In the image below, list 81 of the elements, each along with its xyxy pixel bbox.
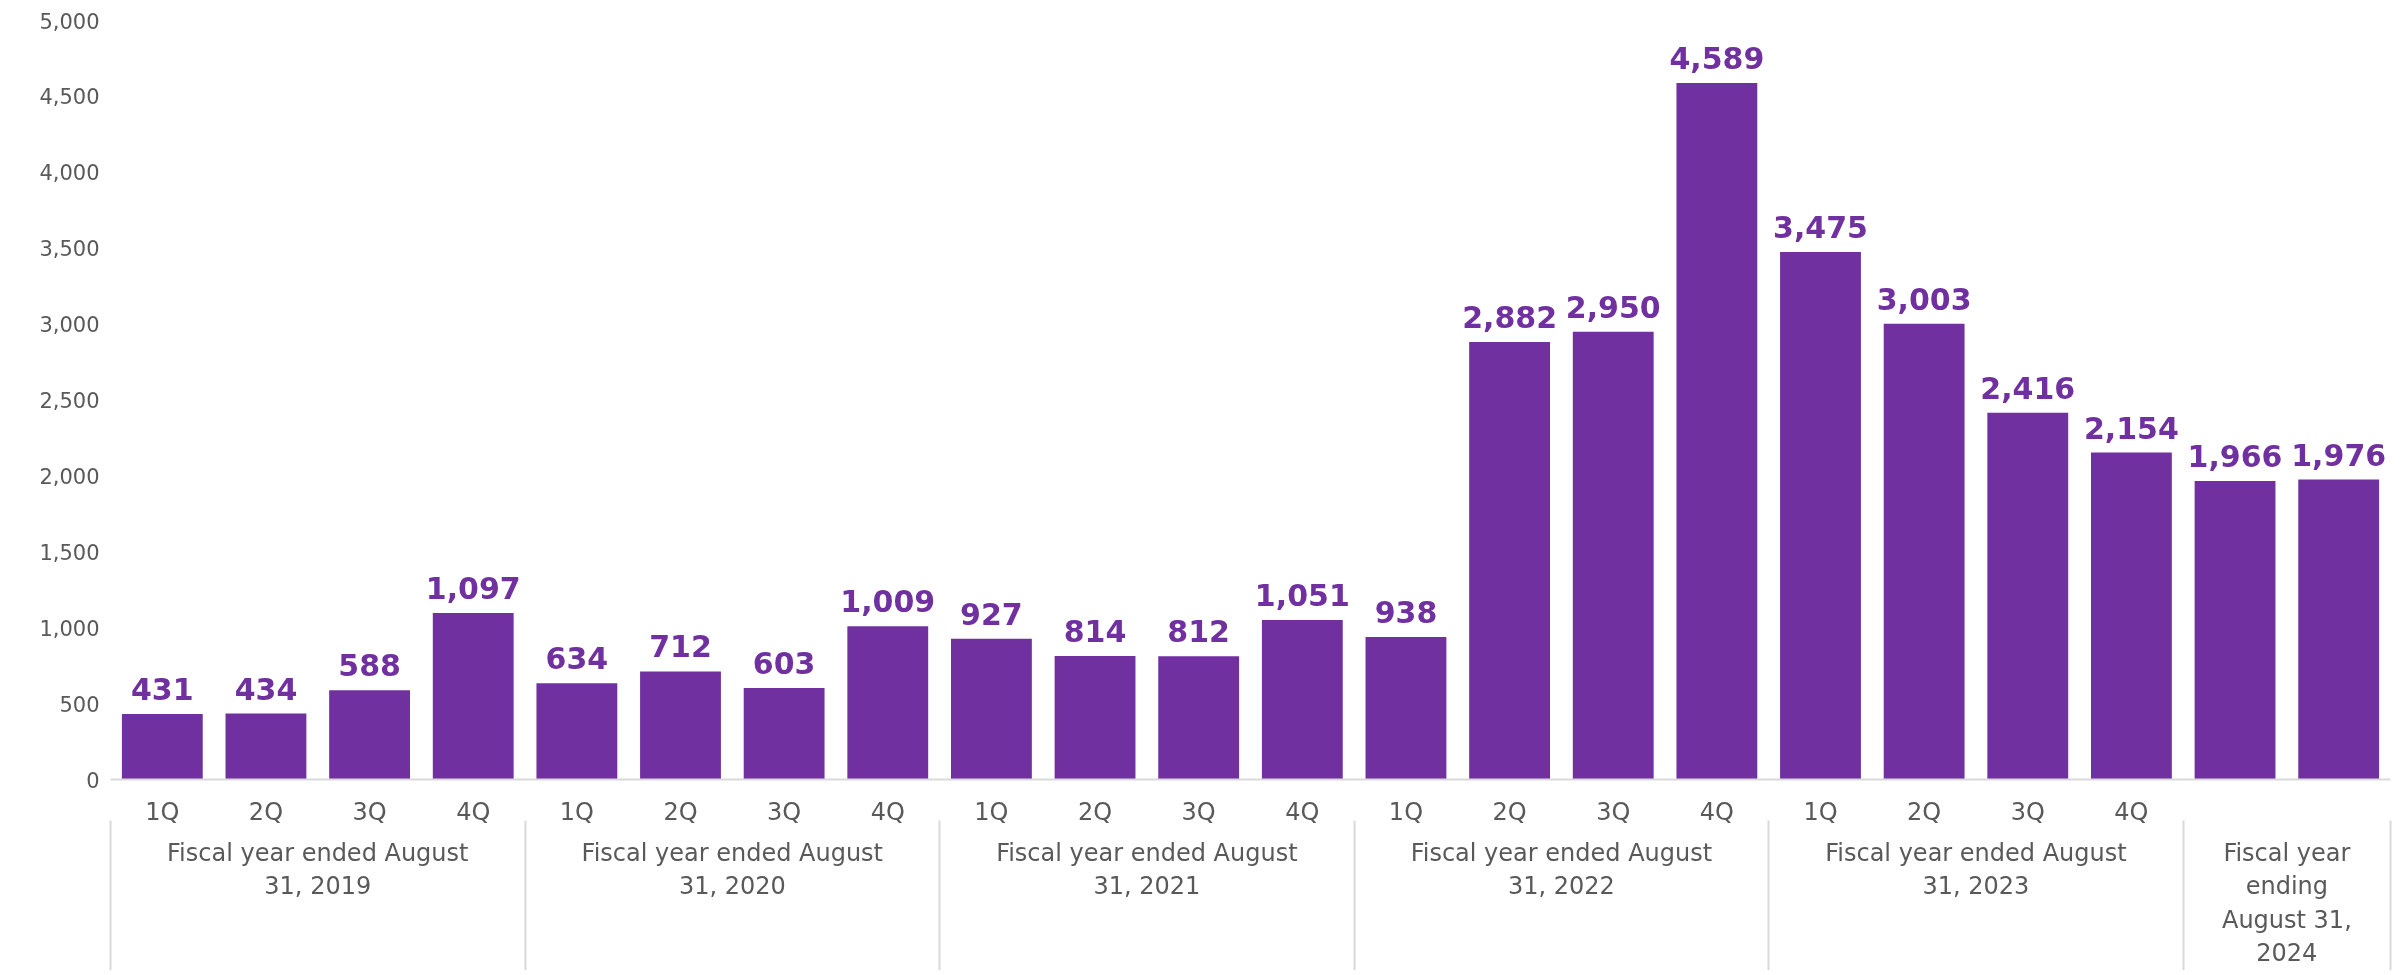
data-label: 927 [960, 596, 1023, 632]
data-label: 2,882 [1462, 300, 1558, 336]
bar [743, 687, 825, 780]
bar [950, 638, 1032, 780]
text: Fiscal year ended August 31, 2020 [581, 838, 884, 901]
bar [2090, 452, 2172, 780]
x-tick-label: 1Q [145, 797, 180, 826]
text: Fiscal year ended August 31, 2023 [1825, 838, 2127, 901]
y-tick-label: 500 [59, 692, 100, 717]
bar [1780, 251, 1861, 780]
x-tick-label: 1Q [559, 797, 594, 826]
x-tick-label: 4Q [456, 797, 491, 826]
text: Fiscal year ended August 31, 2022 [1410, 838, 1713, 901]
y-tick-label: 2,000 [39, 464, 100, 489]
y-tick-label: 3,500 [39, 237, 100, 262]
bar [1572, 331, 1654, 780]
bar [225, 713, 307, 780]
bar [1158, 656, 1240, 780]
x-tick-label: 2Q [1077, 797, 1113, 826]
data-label: 3,475 [1773, 209, 1868, 245]
x-tick-label: 3Q [352, 797, 387, 826]
x-tick-label: 1Q [974, 797, 1009, 826]
x-tick-label: 4Q [870, 797, 905, 826]
bar [847, 626, 929, 780]
data-label: 634 [545, 641, 609, 677]
bar [1676, 82, 1758, 780]
data-label: 1,097 [425, 570, 521, 606]
bar [1365, 637, 1447, 780]
bar [432, 612, 514, 780]
data-label: 2,154 [2083, 410, 2179, 446]
x-tick-label: 3Q [2010, 797, 2045, 826]
text: Fiscal year ended August 31, 2019 [167, 838, 469, 901]
y-tick-label: 0 [86, 768, 100, 793]
data-label: 1,009 [840, 584, 936, 620]
x-tick-label: 4Q [1699, 797, 1734, 826]
bar [1469, 342, 1551, 780]
x-tick-label: 1Q [1388, 797, 1424, 826]
bar [2298, 479, 2380, 780]
x-tick-label: 2Q [1492, 797, 1527, 826]
data-label: 1,966 [2187, 439, 2283, 475]
bar [536, 683, 618, 780]
data-label: 2,416 [1980, 370, 2076, 406]
x-tick-label: 2Q [663, 797, 698, 826]
x-tick-label: 3Q [767, 797, 802, 826]
data-label: 1,976 [2291, 437, 2387, 473]
bar [640, 671, 721, 780]
y-tick-label: 4,500 [39, 85, 100, 110]
x-tick-label: 2Q [248, 797, 284, 826]
x-tick-label: 3Q [1181, 797, 1216, 826]
text: Fiscal year ended August 31, 2021 [996, 838, 1298, 901]
data-label: 814 [1063, 613, 1127, 649]
y-tick-label: 2,500 [39, 389, 100, 413]
x-tick-label: 3Q [1596, 797, 1631, 826]
bar [329, 690, 411, 780]
bar [1987, 412, 2069, 780]
text: Fiscal year ending August 31, 2024 [2221, 838, 2352, 968]
data-label: 812 [1167, 614, 1230, 650]
y-tick-label: 4,000 [39, 161, 100, 186]
x-tick-label: 4Q [1285, 797, 1320, 826]
x-tick-label: 2Q [1907, 797, 1942, 826]
data-label: 4,589 [1669, 40, 1765, 76]
y-tick-label: 1,000 [39, 616, 100, 641]
x-tick-label: 1Q [1803, 797, 1838, 826]
y-tick-label: 5,000 [39, 9, 100, 34]
x-tick-label: 4Q [2114, 797, 2149, 826]
data-label: 603 [752, 645, 816, 681]
data-label: 1,051 [1254, 577, 1350, 613]
bar [2194, 481, 2276, 780]
data-label: 3,003 [1876, 281, 1972, 317]
bar [1883, 323, 1965, 780]
bar [1054, 655, 1136, 780]
data-label: 712 [649, 629, 712, 665]
data-label: 2,950 [1565, 289, 1661, 325]
bar [121, 714, 203, 780]
bar [1261, 619, 1343, 780]
data-label: 431 [131, 672, 194, 708]
data-label: 938 [1374, 595, 1438, 631]
data-label: 434 [234, 671, 298, 707]
data-label: 588 [338, 648, 401, 684]
y-tick-label: 1,500 [39, 540, 100, 565]
y-tick-label: 3,000 [39, 313, 100, 338]
